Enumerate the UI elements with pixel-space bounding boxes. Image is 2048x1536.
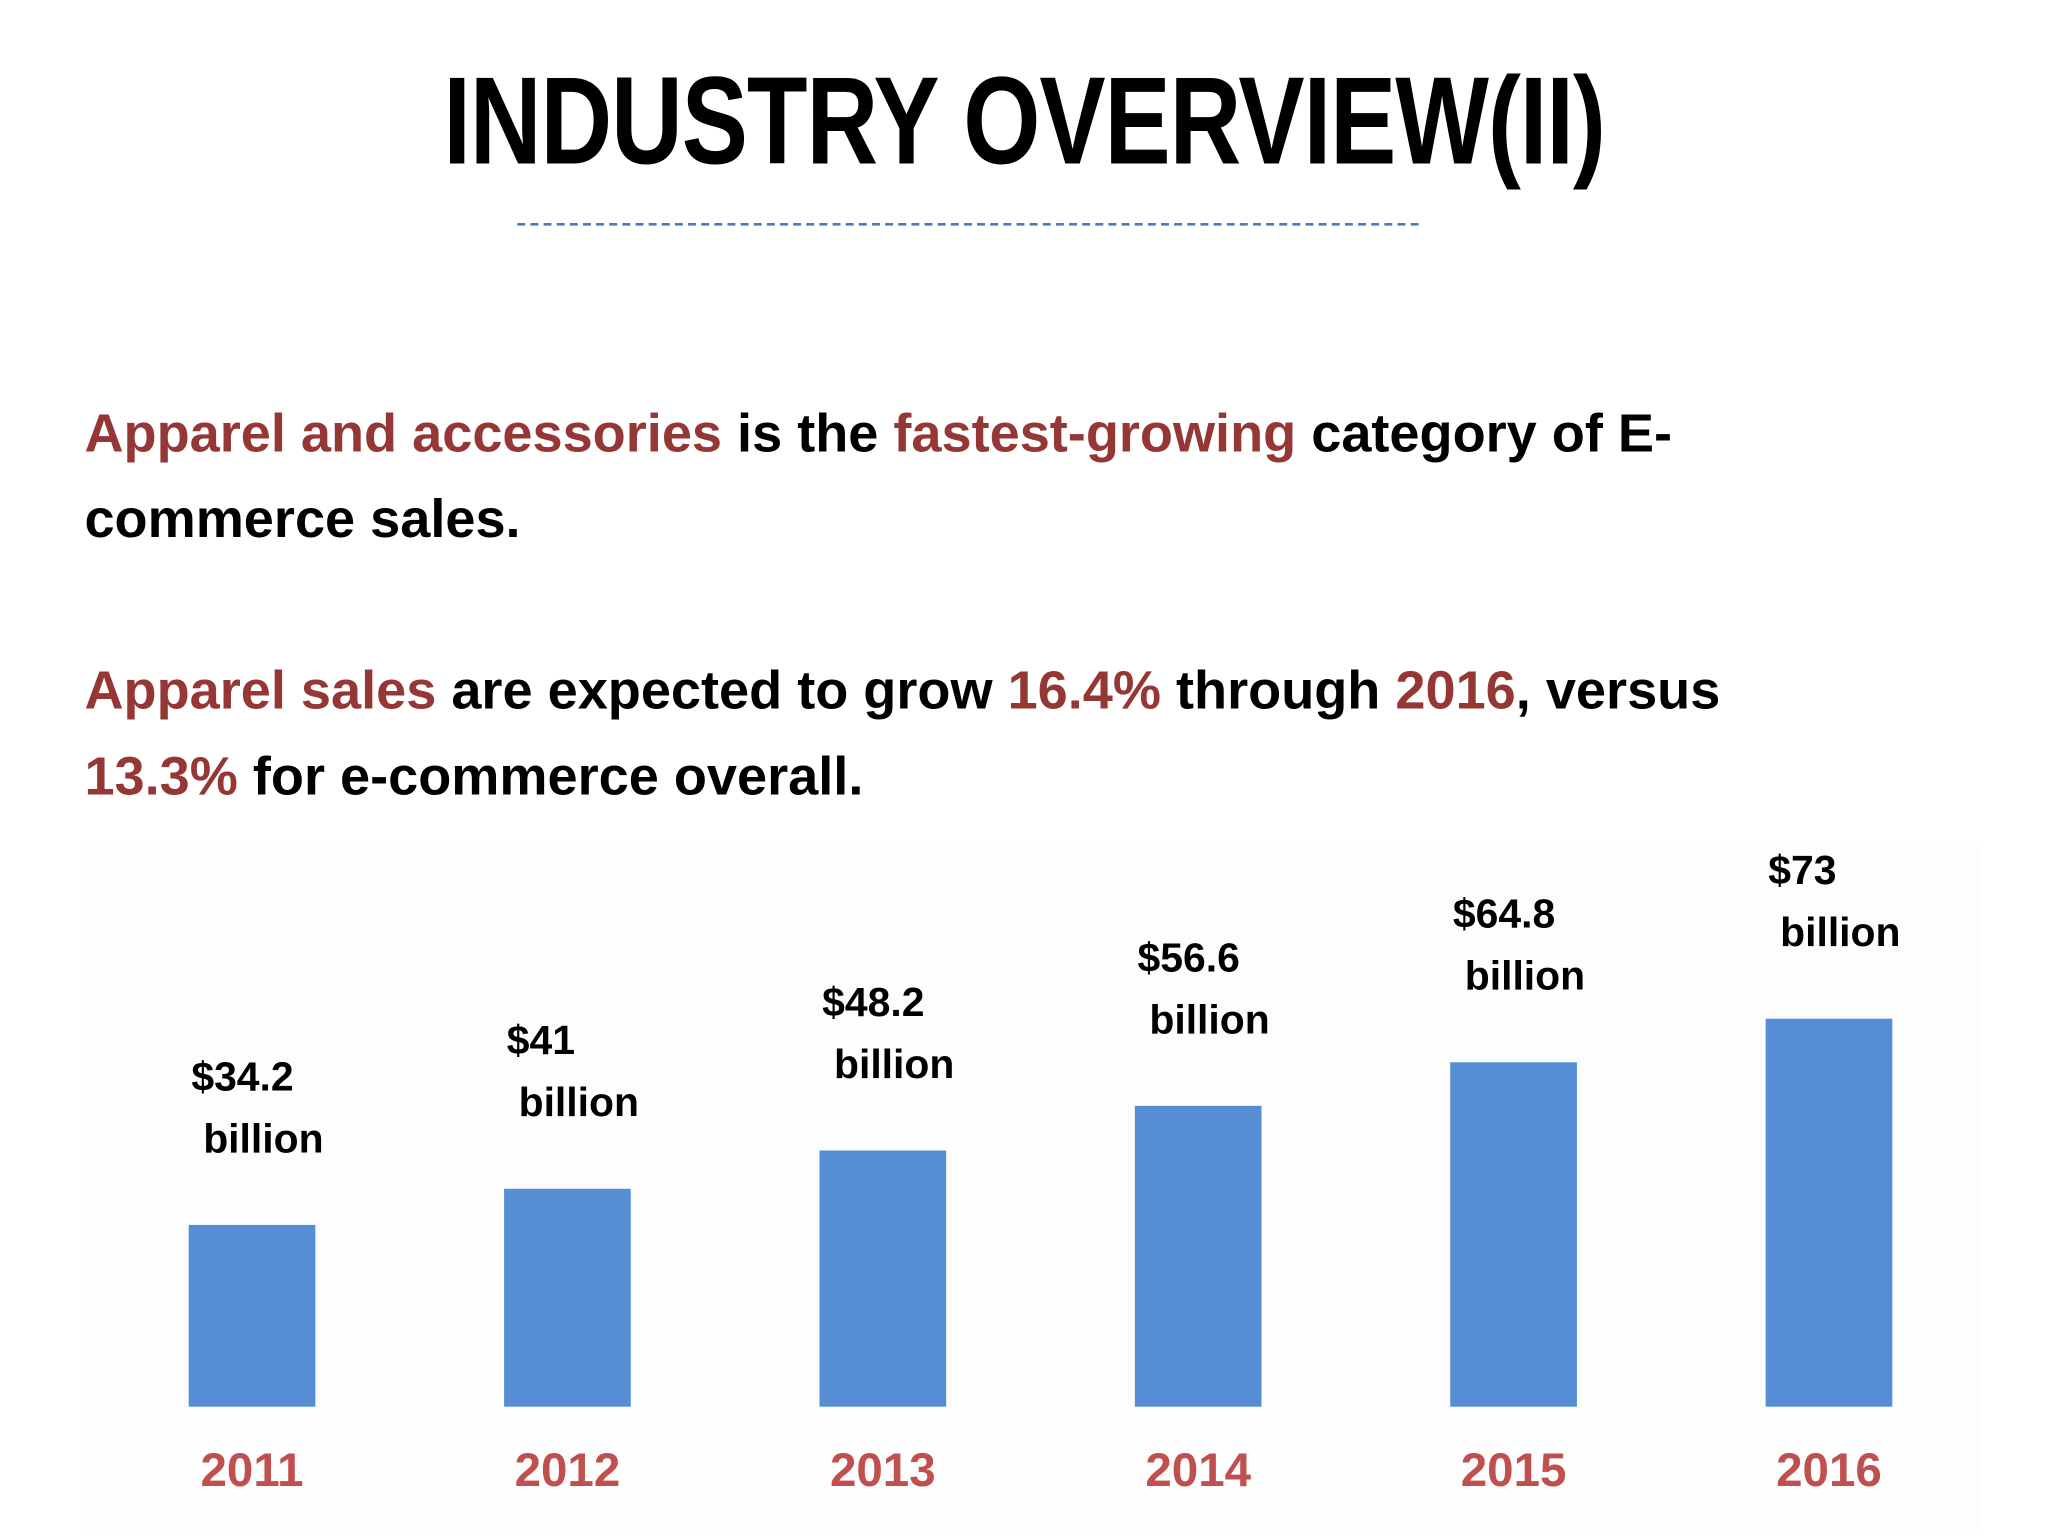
data-label-value: $48.2 [822, 979, 924, 1025]
paragraph-1-line-1: Apparel and accessories is the fastest-g… [84, 391, 1672, 477]
data-label-unit: billion [834, 1041, 954, 1087]
data-label-value: $64.8 [1453, 891, 1555, 937]
data-label-value: $41 [507, 1017, 575, 1063]
data-label-value: $73 [1768, 847, 1836, 893]
x-tick-label: 2015 [1461, 1444, 1567, 1497]
highlighted-text: Apparel sales [84, 659, 437, 721]
body-text: for e-commerce overall. [237, 745, 864, 807]
body-text: are expected to grow [436, 659, 1008, 721]
bar-2013 [819, 1150, 947, 1407]
highlighted-text: 16.4% [1007, 659, 1162, 721]
data-label-value: $34.2 [191, 1053, 293, 1099]
x-tick-label: 2011 [201, 1444, 304, 1497]
title-container: INDUSTRY OVERVIEW(II) [0, 50, 2048, 193]
x-tick-label: 2012 [515, 1444, 621, 1497]
body-text: is the [722, 402, 894, 464]
highlighted-text: 2016 [1395, 659, 1516, 721]
data-label-unit: billion [1149, 996, 1269, 1042]
highlighted-text: 13.3% [84, 745, 238, 807]
highlighted-text: Apparel and accessories [84, 402, 723, 464]
body-text: category of E- [1296, 402, 1672, 464]
chart-area [79, 844, 1980, 1531]
bar-2015 [1450, 1062, 1577, 1407]
body-text: commerce sales. [84, 488, 521, 549]
x-tick-label: 2013 [830, 1444, 936, 1497]
data-label-unit: billion [519, 1079, 639, 1125]
bar-2011 [188, 1224, 316, 1407]
highlighted-text: fastest-growing [893, 402, 1297, 464]
body-text: , versus [1515, 659, 1721, 721]
data-label-unit: billion [1780, 909, 1900, 955]
body-text: through [1161, 659, 1396, 721]
bar-2016 [1765, 1018, 1893, 1407]
x-tick-label: 2014 [1145, 1444, 1251, 1497]
paragraph-2-line-1: Apparel sales are expected to grow 16.4%… [84, 648, 1720, 734]
paragraph-1-line-2: commerce sales. [84, 476, 520, 562]
data-label-value: $56.6 [1137, 934, 1239, 980]
slide-title: INDUSTRY OVERVIEW(II) [443, 51, 1605, 191]
data-label-unit: billion [203, 1115, 323, 1161]
paragraph-2-line-2: 13.3% for e-commerce overall. [84, 734, 863, 820]
bar-2012 [504, 1188, 631, 1407]
data-label-unit: billion [1465, 953, 1585, 999]
x-tick-label: 2016 [1776, 1444, 1882, 1497]
title-divider [517, 223, 1419, 226]
bar-2014 [1134, 1105, 1262, 1407]
